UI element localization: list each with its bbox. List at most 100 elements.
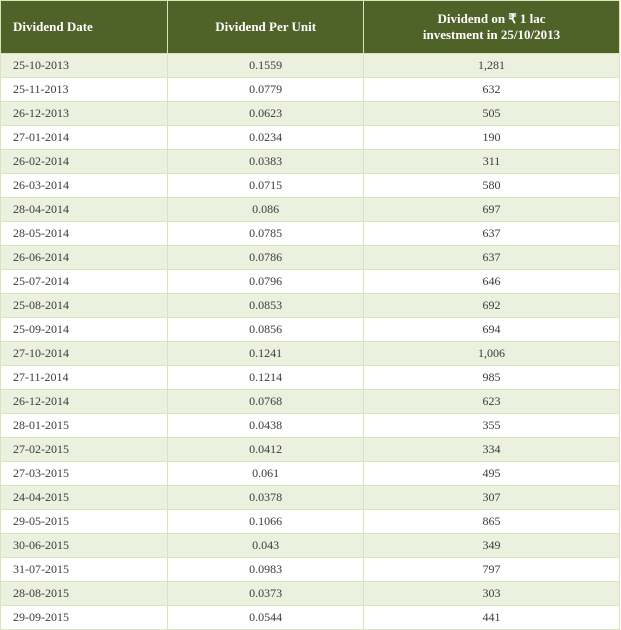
table-header-row: Dividend Date Dividend Per Unit Dividend… [1,1,620,54]
table-row: 25-08-20140.0853692 [1,294,620,318]
cell-date: 25-07-2014 [1,270,168,294]
cell-investment: 349 [364,534,620,558]
cell-date: 24-04-2015 [1,486,168,510]
cell-per-unit: 0.0785 [168,222,364,246]
cell-date: 29-05-2015 [1,510,168,534]
cell-date: 29-09-2015 [1,606,168,630]
cell-investment: 1,281 [364,54,620,78]
table-row: 31-07-20150.0983797 [1,558,620,582]
cell-per-unit: 0.0373 [168,582,364,606]
cell-investment: 697 [364,198,620,222]
cell-per-unit: 0.1214 [168,366,364,390]
cell-investment: 646 [364,270,620,294]
table-row: 25-07-20140.0796646 [1,270,620,294]
cell-per-unit: 0.0383 [168,150,364,174]
cell-date: 26-03-2014 [1,174,168,198]
cell-per-unit: 0.0786 [168,246,364,270]
cell-date: 25-08-2014 [1,294,168,318]
cell-investment: 190 [364,126,620,150]
col-header-date: Dividend Date [1,1,168,54]
cell-investment: 865 [364,510,620,534]
cell-per-unit: 0.0796 [168,270,364,294]
cell-per-unit: 0.1241 [168,342,364,366]
table-row: 28-05-20140.0785637 [1,222,620,246]
cell-date: 27-01-2014 [1,126,168,150]
cell-investment: 311 [364,150,620,174]
table-row: 26-02-20140.0383311 [1,150,620,174]
cell-per-unit: 0.1066 [168,510,364,534]
col-header-per-unit: Dividend Per Unit [168,1,364,54]
cell-date: 25-09-2014 [1,318,168,342]
cell-per-unit: 0.0856 [168,318,364,342]
table-row: 27-10-20140.12411,006 [1,342,620,366]
cell-investment: 694 [364,318,620,342]
table-row: 26-03-20140.0715580 [1,174,620,198]
cell-date: 28-04-2014 [1,198,168,222]
table-row: 26-12-20140.0768623 [1,390,620,414]
cell-per-unit: 0.0768 [168,390,364,414]
col-header-investment-l1: Dividend on ₹ 1 lac [438,11,546,26]
cell-investment: 441 [364,606,620,630]
cell-date: 30-06-2015 [1,534,168,558]
cell-per-unit: 0.061 [168,462,364,486]
cell-per-unit: 0.0544 [168,606,364,630]
cell-per-unit: 0.0779 [168,78,364,102]
cell-date: 26-12-2014 [1,390,168,414]
table-body: 25-10-20130.15591,28125-11-20130.0779632… [1,54,620,630]
cell-per-unit: 0.043 [168,534,364,558]
table-row: 27-03-20150.061495 [1,462,620,486]
cell-date: 28-05-2014 [1,222,168,246]
cell-investment: 797 [364,558,620,582]
cell-investment: 637 [364,246,620,270]
cell-investment: 355 [364,414,620,438]
cell-per-unit: 0.0983 [168,558,364,582]
cell-per-unit: 0.0378 [168,486,364,510]
cell-investment: 623 [364,390,620,414]
cell-per-unit: 0.0438 [168,414,364,438]
cell-investment: 580 [364,174,620,198]
cell-per-unit: 0.086 [168,198,364,222]
cell-date: 26-06-2014 [1,246,168,270]
table-row: 26-12-20130.0623505 [1,102,620,126]
cell-investment: 985 [364,366,620,390]
table-row: 29-05-20150.1066865 [1,510,620,534]
cell-per-unit: 0.0715 [168,174,364,198]
cell-per-unit: 0.0623 [168,102,364,126]
cell-date: 26-02-2014 [1,150,168,174]
cell-per-unit: 0.0412 [168,438,364,462]
cell-investment: 307 [364,486,620,510]
table-row: 25-09-20140.0856694 [1,318,620,342]
cell-investment: 303 [364,582,620,606]
cell-per-unit: 0.0234 [168,126,364,150]
cell-investment: 692 [364,294,620,318]
cell-date: 27-02-2015 [1,438,168,462]
cell-date: 27-03-2015 [1,462,168,486]
cell-investment: 632 [364,78,620,102]
table-row: 27-01-20140.0234190 [1,126,620,150]
col-header-investment: Dividend on ₹ 1 lac investment in 25/10/… [364,1,620,54]
table-row: 26-06-20140.0786637 [1,246,620,270]
table-row: 30-06-20150.043349 [1,534,620,558]
cell-date: 27-10-2014 [1,342,168,366]
table-row: 25-11-20130.0779632 [1,78,620,102]
cell-date: 31-07-2015 [1,558,168,582]
cell-date: 28-01-2015 [1,414,168,438]
cell-per-unit: 0.1559 [168,54,364,78]
table-row: 28-08-20150.0373303 [1,582,620,606]
table-row: 28-01-20150.0438355 [1,414,620,438]
table-row: 27-02-20150.0412334 [1,438,620,462]
col-header-investment-l2: investment in 25/10/2013 [423,27,560,42]
cell-investment: 495 [364,462,620,486]
table-row: 25-10-20130.15591,281 [1,54,620,78]
cell-date: 27-11-2014 [1,366,168,390]
dividend-table: Dividend Date Dividend Per Unit Dividend… [0,0,620,630]
table-row: 29-09-20150.0544441 [1,606,620,630]
cell-investment: 505 [364,102,620,126]
table-row: 28-04-20140.086697 [1,198,620,222]
cell-date: 26-12-2013 [1,102,168,126]
cell-date: 25-11-2013 [1,78,168,102]
cell-investment: 1,006 [364,342,620,366]
cell-date: 28-08-2015 [1,582,168,606]
table-row: 24-04-20150.0378307 [1,486,620,510]
cell-investment: 637 [364,222,620,246]
